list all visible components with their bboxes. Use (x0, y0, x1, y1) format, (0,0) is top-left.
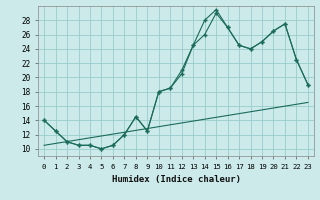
X-axis label: Humidex (Indice chaleur): Humidex (Indice chaleur) (111, 175, 241, 184)
